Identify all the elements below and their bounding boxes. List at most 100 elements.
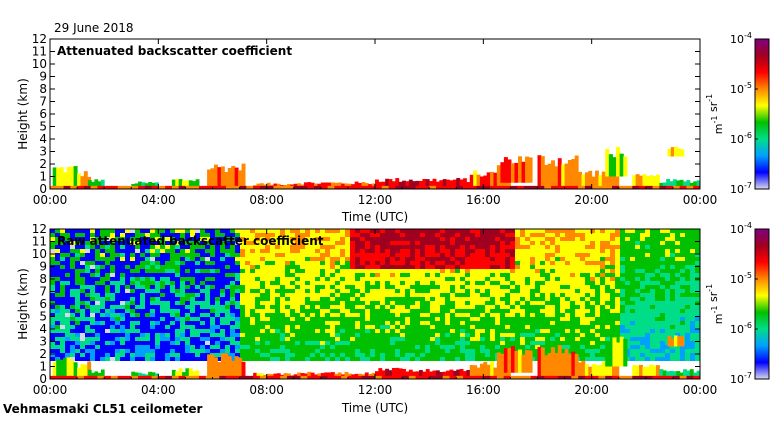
noise-cell	[160, 293, 165, 297]
noise-cell	[505, 305, 510, 309]
noise-cell	[450, 333, 455, 337]
noise-cell	[465, 265, 470, 269]
noise-cell	[425, 265, 430, 269]
noise-cell	[545, 241, 550, 245]
noise-cell	[405, 249, 410, 253]
noise-cell	[185, 357, 190, 361]
noise-cell	[230, 321, 235, 325]
noise-cell	[615, 333, 620, 337]
noise-cell	[555, 289, 560, 293]
noise-cell	[460, 257, 465, 261]
noise-cell	[400, 269, 405, 273]
backscatter-cell	[238, 170, 242, 186]
noise-cell	[640, 333, 645, 337]
noise-cell	[625, 245, 630, 249]
noise-cell	[450, 265, 455, 269]
noise-cell	[115, 289, 120, 293]
noise-cell	[90, 305, 95, 309]
noise-cell	[430, 341, 435, 345]
noise-cell	[270, 357, 275, 361]
noise-cell	[235, 253, 240, 257]
noise-cell	[630, 353, 635, 357]
noise-cell	[450, 237, 455, 241]
noise-cell	[490, 317, 495, 321]
noise-cell	[160, 349, 165, 353]
noise-cell	[425, 273, 430, 277]
noise-cell	[425, 285, 430, 289]
noise-cell	[250, 253, 255, 257]
noise-cell	[390, 301, 395, 305]
noise-cell	[105, 337, 110, 341]
noise-cell	[490, 253, 495, 257]
noise-cell	[65, 285, 70, 289]
noise-cell	[485, 233, 490, 237]
noise-cell	[660, 261, 665, 265]
noise-cell	[375, 297, 380, 301]
noise-cell	[530, 285, 535, 289]
noise-cell	[350, 293, 355, 297]
noise-cell	[155, 301, 160, 305]
backscatter-cell	[623, 339, 627, 367]
noise-cell	[175, 269, 180, 273]
noise-cell	[180, 285, 185, 289]
noise-cell	[635, 321, 640, 325]
noise-cell	[645, 253, 650, 257]
noise-cell	[615, 261, 620, 265]
noise-cell	[680, 313, 685, 317]
noise-cell	[565, 337, 570, 341]
noise-cell	[445, 281, 450, 285]
noise-cell	[280, 289, 285, 293]
noise-cell	[130, 277, 135, 281]
noise-cell	[330, 269, 335, 273]
noise-cell	[630, 357, 635, 361]
noise-cell	[210, 289, 215, 293]
noise-cell	[220, 309, 225, 313]
noise-cell	[330, 265, 335, 269]
noise-cell	[390, 277, 395, 281]
noise-cell	[545, 345, 550, 349]
noise-cell	[295, 229, 300, 233]
noise-cell	[610, 229, 615, 233]
noise-cell	[505, 325, 510, 329]
noise-cell	[500, 301, 505, 305]
noise-cell	[395, 229, 400, 233]
noise-cell	[275, 337, 280, 341]
noise-cell	[160, 297, 165, 301]
noise-cell	[415, 269, 420, 273]
noise-cell	[505, 329, 510, 333]
noise-cell	[150, 337, 155, 341]
noise-cell	[385, 293, 390, 297]
noise-cell	[305, 333, 310, 337]
noise-cell	[535, 309, 540, 313]
noise-cell	[500, 293, 505, 297]
noise-cell	[200, 333, 205, 337]
noise-cell	[390, 297, 395, 301]
noise-cell	[650, 237, 655, 241]
noise-cell	[365, 345, 370, 349]
noise-cell	[425, 229, 430, 233]
noise-cell	[345, 261, 350, 265]
noise-cell	[540, 329, 545, 333]
noise-cell	[100, 305, 105, 309]
noise-cell	[525, 325, 530, 329]
noise-cell	[475, 265, 480, 269]
noise-cell	[205, 277, 210, 281]
noise-cell	[530, 345, 535, 349]
noise-cell	[425, 253, 430, 257]
noise-cell	[505, 281, 510, 285]
noise-cell	[225, 253, 230, 257]
noise-cell	[60, 337, 65, 341]
noise-cell	[310, 317, 315, 321]
noise-cell	[150, 333, 155, 337]
noise-cell	[420, 317, 425, 321]
noise-cell	[555, 241, 560, 245]
backscatter-cell	[616, 147, 620, 176]
noise-cell	[150, 261, 155, 265]
noise-cell	[385, 241, 390, 245]
noise-cell	[310, 281, 315, 285]
noise-cell	[595, 345, 600, 349]
noise-cell	[515, 337, 520, 341]
noise-cell	[265, 313, 270, 317]
noise-cell	[305, 345, 310, 349]
noise-cell	[250, 357, 255, 361]
